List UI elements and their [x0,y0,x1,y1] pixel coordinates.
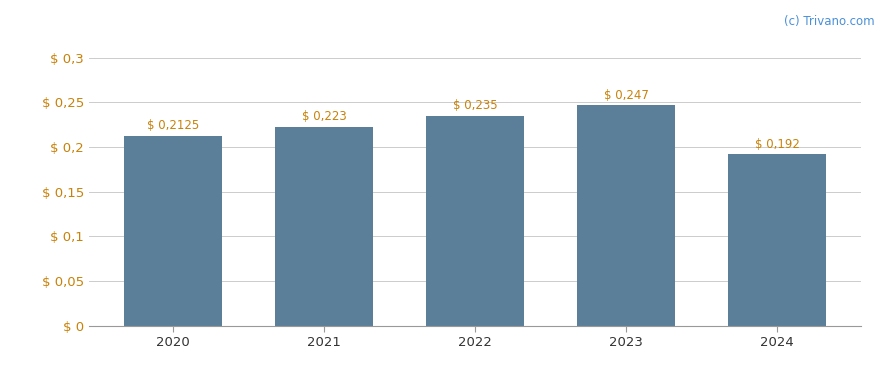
Bar [426,116,524,326]
Text: $ 0,192: $ 0,192 [755,138,799,151]
Text: $ 0,223: $ 0,223 [302,110,346,123]
Bar [728,154,826,326]
Text: $ 0,235: $ 0,235 [453,99,497,112]
Bar [124,136,222,326]
Text: $ 0,2125: $ 0,2125 [147,120,199,132]
Bar [275,127,373,326]
Text: $ 0,247: $ 0,247 [604,88,648,101]
Bar [577,105,675,326]
Text: (c) Trivano.com: (c) Trivano.com [784,15,875,28]
